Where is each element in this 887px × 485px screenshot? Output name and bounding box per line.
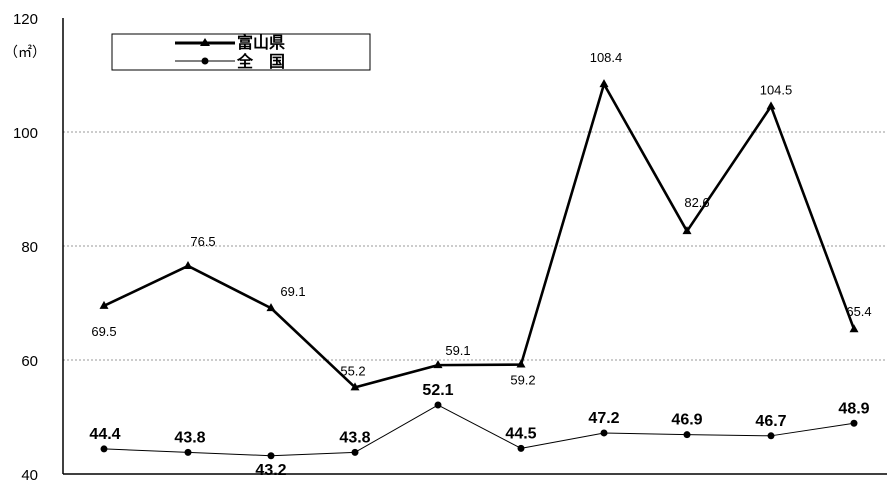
series-line-1 [103, 404, 855, 457]
point-s1-3 [351, 448, 359, 456]
y-tick-40: 40 [21, 467, 38, 484]
series-layer [99, 79, 859, 460]
data-label-s0-8: 104.5 [760, 82, 793, 97]
point-s1-6 [600, 429, 608, 437]
data-label-s1-9: 48.9 [838, 400, 869, 417]
legend-label-toyama: 富山県 [237, 33, 285, 52]
point-s0-9 [849, 324, 859, 333]
point-s0-4 [433, 360, 443, 369]
series-line-0 [103, 82, 856, 389]
point-s0-3 [350, 382, 360, 391]
data-labels: 69.5 76.5 69.1 55.2 59.1 59.2 108.4 82.6 104.5 65… [89, 50, 871, 479]
data-label-s1-2: 43.2 [255, 462, 286, 479]
legend: 富山県 全 国 [111, 33, 371, 71]
gridlines [63, 131, 887, 361]
data-label-s0-5: 59.2 [510, 373, 535, 388]
point-s0-2 [266, 303, 276, 312]
data-label-s0-9: 65.4 [846, 304, 871, 319]
data-label-s1-8: 46.7 [755, 413, 786, 430]
point-s0-8 [766, 101, 776, 110]
point-s1-5 [517, 444, 525, 452]
data-label-s0-6: 108.4 [590, 50, 623, 65]
y-tick-60: 60 [21, 353, 38, 370]
axes [62, 18, 887, 475]
legend-marker-toyama [200, 38, 210, 46]
point-s1-0 [100, 445, 108, 453]
y-tick-labels: 40 60 80 100 120 [13, 11, 38, 484]
point-s0-0 [99, 300, 109, 309]
legend-box [111, 33, 371, 71]
point-s0-6 [599, 79, 609, 88]
data-label-s1-7: 46.9 [671, 412, 702, 429]
data-label-s1-4: 52.1 [422, 382, 453, 399]
point-s1-1 [184, 448, 192, 456]
legend-marker-national [201, 57, 209, 65]
point-s1-8 [767, 432, 775, 440]
data-label-s0-4: 59.1 [445, 343, 470, 358]
data-label-s0-7: 82.6 [684, 195, 709, 210]
data-label-s1-1: 43.8 [174, 429, 205, 446]
data-label-s0-2: 69.1 [280, 284, 305, 299]
point-s1-2 [267, 452, 275, 460]
point-s1-7 [683, 431, 691, 439]
point-s0-7 [682, 226, 692, 235]
data-label-s1-6: 47.2 [588, 410, 619, 427]
point-s0-1 [183, 260, 193, 269]
data-label-s1-0: 44.4 [89, 426, 120, 443]
data-label-s1-3: 43.8 [339, 429, 370, 446]
y-unit-label: （㎡） [4, 44, 46, 60]
point-s1-9 [850, 419, 858, 427]
data-label-s0-0: 69.5 [91, 324, 116, 339]
y-tick-80: 80 [21, 239, 38, 256]
point-s1-4 [434, 401, 442, 409]
y-tick-100: 100 [13, 125, 38, 142]
data-label-s1-5: 44.5 [505, 425, 536, 442]
point-s0-5 [516, 359, 526, 368]
data-label-s0-1: 76.5 [190, 234, 215, 249]
y-tick-120: 120 [13, 11, 38, 28]
data-label-s0-3: 55.2 [340, 363, 365, 378]
legend-label-national: 全 国 [236, 52, 285, 71]
